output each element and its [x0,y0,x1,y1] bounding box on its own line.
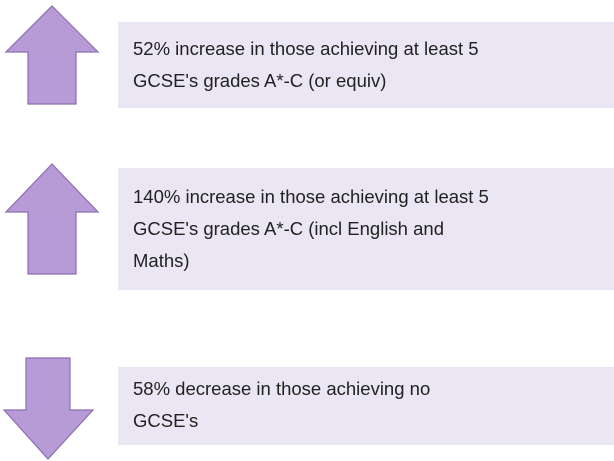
statement-line: GCSE's grades A*-C (incl English and [133,218,444,239]
statement-line: 52% increase in those achieving at least… [133,38,479,59]
down-arrow [2,357,95,460]
up-arrow [4,5,100,105]
statement-line: 58% decrease in those achieving no [133,378,431,399]
statement-line: Maths) [133,250,190,271]
statement-box: 140% increase in those achieving at leas… [118,168,614,290]
statement-line: GCSE's [133,410,199,431]
up-arrow [4,163,100,275]
statement-line: GCSE's grades A*-C (or equiv) [133,70,387,91]
statement-box: 58% decrease in those achieving no GCSE'… [118,367,614,445]
statement-line: 140% increase in those achieving at leas… [133,186,489,207]
statement-box: 52% increase in those achieving at least… [118,22,614,108]
